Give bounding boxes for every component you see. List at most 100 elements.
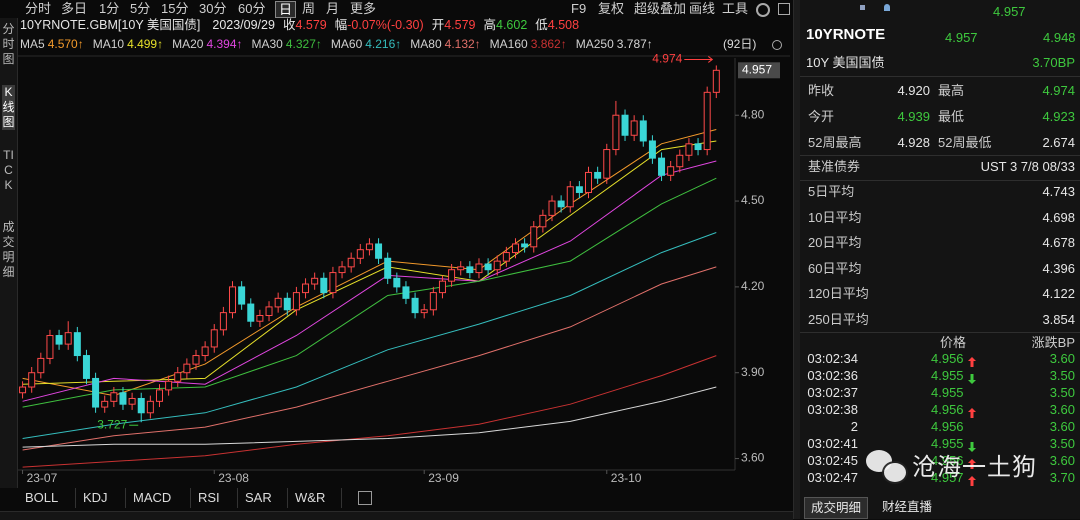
candle-body: [448, 269, 456, 282]
top-price: 4.957: [993, 4, 1026, 19]
menu-icon[interactable]: [778, 3, 790, 15]
indicator-tab[interactable]: SAR: [240, 488, 288, 508]
stat-value: 4.928: [897, 135, 930, 150]
max-annotation: 4.974: [652, 52, 682, 66]
info-low-label: 低: [535, 18, 548, 32]
period-tab[interactable]: 15分: [161, 1, 189, 16]
candle-body: [110, 392, 118, 402]
add-indicator[interactable]: [358, 491, 372, 505]
trade-price: 4.956: [931, 351, 964, 366]
panel-tab[interactable]: 财经直播: [882, 500, 933, 514]
candle-body: [128, 397, 136, 405]
candle-body: [365, 243, 373, 251]
info-change: -0.07%(-0.30): [347, 18, 424, 32]
side-tab[interactable]: 分时图: [2, 22, 15, 66]
benchmark-label: 基准债券: [808, 159, 861, 174]
wechat-icon-small: [882, 461, 908, 484]
candle-body: [694, 143, 702, 151]
legend-value: 4.132↑: [444, 37, 481, 51]
average-value: 4.122: [1042, 286, 1075, 302]
trade-time: 03:02:37: [807, 385, 858, 400]
trade-arrow: [968, 473, 976, 486]
period-tab[interactable]: 更多: [350, 1, 377, 16]
side-tab[interactable]: 成交明细: [2, 220, 15, 279]
panel-icon[interactable]: [860, 5, 865, 10]
ma-settings-icon[interactable]: [772, 40, 782, 50]
period-tab[interactable]: 1分: [99, 1, 120, 16]
separator: [800, 180, 1080, 181]
period-tab[interactable]: 月: [326, 1, 340, 16]
average-label: 60日平均: [808, 260, 862, 276]
indicator-tab[interactable]: KDJ: [78, 488, 126, 508]
stat-value: 2.674: [1042, 135, 1075, 150]
period-tab[interactable]: 日: [275, 1, 297, 18]
ma-line: [22, 140, 717, 385]
x-tick-label: 23-08: [218, 471, 249, 485]
quote-change: 3.70BP: [1032, 55, 1075, 70]
ma-line: [22, 177, 717, 408]
indicator-tab[interactable]: RSI: [193, 488, 238, 508]
candle-body: [165, 380, 173, 391]
trade-price: 4.955: [931, 436, 964, 451]
tool-button[interactable]: 画线: [689, 1, 716, 16]
candle-body: [146, 400, 154, 414]
period-note[interactable]: (92日): [723, 37, 757, 51]
candle-body: [302, 283, 310, 294]
trade-bp: 3.60: [1049, 402, 1075, 417]
period-tab[interactable]: 分时: [25, 1, 52, 16]
trade-time: 03:02:36: [807, 368, 858, 383]
quote-panel-bg: [800, 0, 1080, 519]
tool-button[interactable]: 复权: [598, 1, 625, 16]
legend-name: MA60: [330, 37, 363, 51]
candle-body: [493, 260, 501, 271]
candle-body: [639, 120, 647, 142]
benchmark-value: UST 3 7/8 08/33: [980, 159, 1075, 174]
indicator-tab[interactable]: W&R: [290, 488, 342, 508]
trade-time: 03:02:38: [807, 402, 858, 417]
average-label: 5日平均: [808, 184, 855, 199]
candle-body: [466, 266, 474, 274]
candle-body: [375, 243, 383, 259]
legend-name: MA5: [20, 37, 45, 51]
x-tick-label: 23-07: [27, 471, 58, 485]
trade-price: 4.955: [931, 368, 964, 383]
trade-arrow: [968, 354, 976, 367]
period-tab[interactable]: 60分: [238, 1, 266, 16]
info-close-label: 收: [282, 18, 296, 32]
tool-button[interactable]: 超级叠加: [634, 1, 687, 16]
period-tab[interactable]: 5分: [130, 1, 151, 16]
trade-bp: 3.60: [1049, 419, 1075, 434]
x-tick-label: 23-09: [428, 471, 459, 485]
side-tab[interactable]: K线图: [2, 85, 15, 130]
indicator-tab[interactable]: MACD: [128, 488, 191, 508]
tool-button[interactable]: F9: [571, 1, 587, 16]
candle-body: [530, 226, 538, 248]
panel-icon[interactable]: [884, 4, 890, 11]
quote-price: 4.957: [945, 30, 978, 45]
trade-bp: 3.60: [1049, 453, 1075, 468]
settings-icon[interactable]: [756, 3, 770, 17]
candle-body: [201, 346, 209, 357]
info-high: 4.602: [496, 18, 528, 32]
period-tab[interactable]: 周: [302, 1, 316, 16]
info-high-label: 高: [483, 18, 496, 32]
side-tab[interactable]: TICK: [3, 148, 14, 192]
candle-body: [119, 392, 127, 405]
period-tab[interactable]: 多日: [61, 1, 88, 16]
indicator-tab[interactable]: BOLL: [20, 488, 76, 508]
candle-body: [292, 292, 300, 311]
candle-body: [101, 400, 109, 408]
stat-label: 昨收: [808, 83, 835, 98]
period-tab[interactable]: 30分: [199, 1, 227, 16]
max-arrowhead: [708, 56, 714, 63]
candle-body: [137, 397, 145, 414]
side-bar: [0, 18, 18, 488]
candle-body: [457, 266, 465, 271]
trade-price: 4.957: [931, 470, 964, 485]
candle-body: [183, 363, 191, 374]
candle-body: [438, 280, 446, 294]
panel-tab[interactable]: 成交明细: [804, 497, 869, 519]
candle-body: [64, 332, 72, 345]
chart-panel-bg: [0, 0, 793, 519]
tool-button[interactable]: 工具: [722, 1, 749, 16]
